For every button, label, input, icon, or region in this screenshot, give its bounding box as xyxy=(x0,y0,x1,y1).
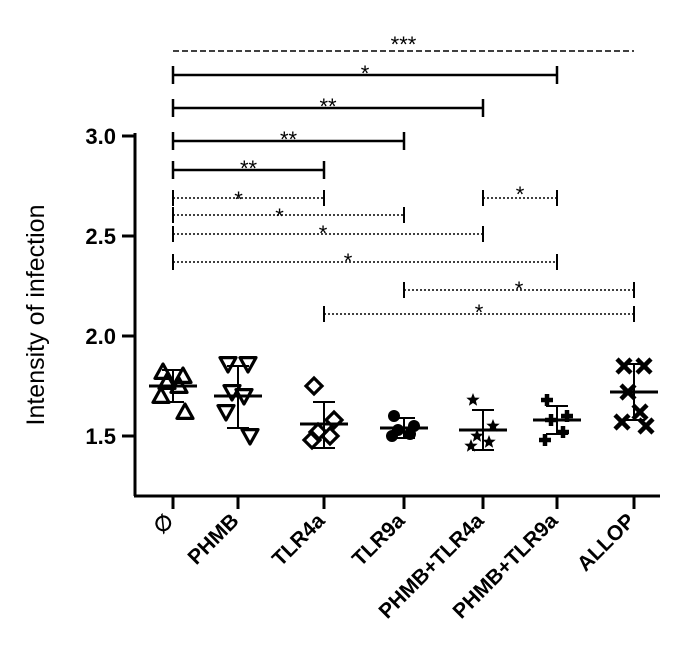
data-point xyxy=(175,402,195,420)
data-point xyxy=(218,356,238,374)
significance-label: * xyxy=(475,300,484,325)
significance-label: * xyxy=(275,204,284,229)
data-point xyxy=(234,388,254,406)
data-point xyxy=(635,357,653,375)
data-point xyxy=(386,430,398,442)
significance-label: * xyxy=(319,221,328,246)
significance-label: * xyxy=(515,277,524,302)
data-group xyxy=(300,375,348,451)
data-point xyxy=(482,435,496,448)
data-point xyxy=(238,356,258,374)
data-point xyxy=(303,375,325,397)
data-point xyxy=(470,429,484,442)
data-point xyxy=(216,404,236,422)
data-point xyxy=(157,372,177,390)
x-tick-label: ∅ xyxy=(149,509,178,538)
y-tick-label: 2.5 xyxy=(85,224,116,249)
significance-label: ** xyxy=(240,156,258,181)
y-tick-label: 2.0 xyxy=(85,324,116,349)
significance-label: * xyxy=(234,187,243,212)
significance-label: ** xyxy=(319,94,337,119)
x-tick-label: TLR9a xyxy=(348,509,410,571)
significance-label: * xyxy=(516,182,525,207)
significance-brackets: *********** ****** xyxy=(171,32,635,325)
data-group xyxy=(214,356,262,446)
data-point xyxy=(388,410,400,422)
data-point xyxy=(323,409,345,431)
x-tick-label: ALLOP xyxy=(573,509,640,576)
data-point xyxy=(301,429,323,451)
data-point xyxy=(486,419,500,432)
data-group xyxy=(149,362,197,420)
y-tick-label: 1.5 xyxy=(85,424,116,449)
x-tick-label: PHMB xyxy=(184,509,244,569)
data-point xyxy=(404,428,416,440)
data-groups xyxy=(149,356,658,452)
significance-label: *** xyxy=(391,32,417,57)
data-point xyxy=(464,439,478,452)
y-tick-label: 3.0 xyxy=(85,124,116,149)
data-point xyxy=(151,386,171,404)
data-point xyxy=(613,413,631,431)
data-point xyxy=(615,357,633,375)
data-point xyxy=(169,376,189,394)
y-ticks: 1.5 2.0 2.5 3.0 xyxy=(85,124,135,449)
data-point xyxy=(466,393,480,406)
data-group xyxy=(533,394,581,446)
significance-label: * xyxy=(361,61,370,86)
data-group xyxy=(380,410,428,442)
data-point xyxy=(637,417,655,435)
data-point xyxy=(240,428,260,446)
data-point xyxy=(631,403,649,421)
data-point xyxy=(319,425,341,447)
data-group xyxy=(610,357,658,435)
data-point xyxy=(619,383,637,401)
x-tick-label: TLR4a xyxy=(268,509,330,571)
y-axis-label: Intensity of infection xyxy=(22,205,50,426)
data-group xyxy=(459,393,507,452)
significance-label: * xyxy=(344,249,353,274)
significance-label: ** xyxy=(280,127,298,152)
